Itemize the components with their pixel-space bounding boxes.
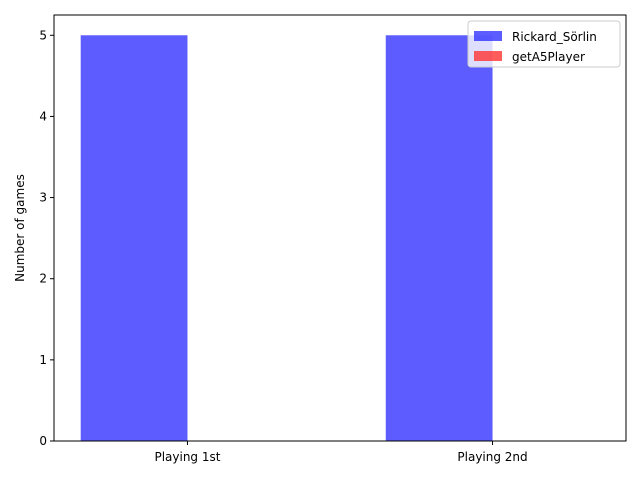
legend-label-2: getA5Player (512, 50, 585, 64)
y-tick-label: 3 (39, 191, 47, 205)
bar-1-1 (80, 35, 188, 442)
legend-swatch-2 (474, 51, 502, 61)
bar-1-2 (385, 35, 493, 442)
y-tick-label: 2 (39, 272, 47, 286)
legend-box (467, 20, 621, 68)
bars-group (80, 35, 493, 442)
x-axis: Playing 1st Playing 2nd (154, 441, 528, 464)
legend: Rickard_Sörlin getA5Player (467, 20, 621, 68)
y-axis-label: Number of games (13, 174, 27, 282)
legend-swatch-1 (474, 31, 502, 41)
y-tick-label: 5 (39, 28, 47, 42)
x-tick-label: Playing 1st (154, 450, 220, 464)
plot-frame (53, 14, 627, 442)
y-tick-label: 4 (39, 109, 47, 123)
x-tick-label: Playing 2nd (457, 450, 527, 464)
legend-label-1: Rickard_Sörlin (512, 30, 597, 44)
y-tick-label: 0 (39, 434, 47, 448)
y-axis: 0 1 2 3 4 5 (39, 28, 54, 448)
y-tick-label: 1 (39, 353, 47, 367)
